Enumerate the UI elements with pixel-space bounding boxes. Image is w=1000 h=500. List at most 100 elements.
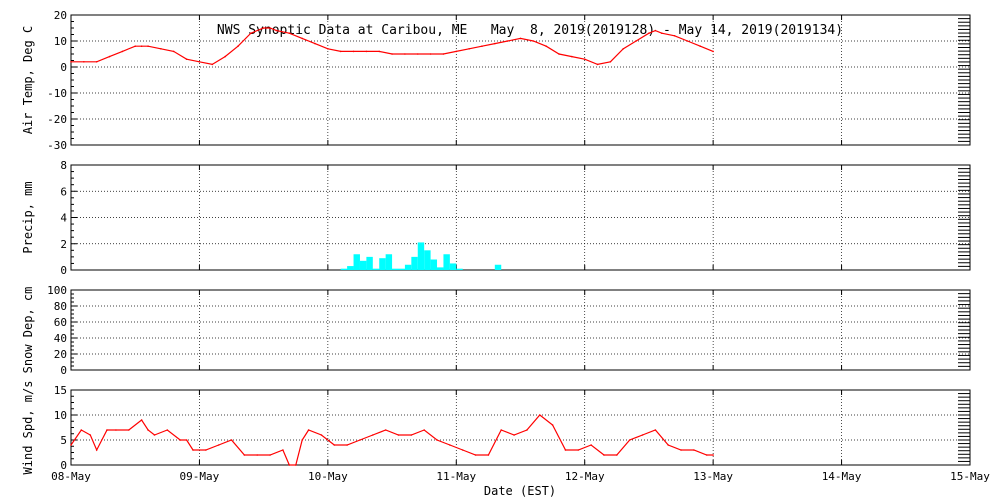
data-point (506, 40, 509, 42)
data-point (205, 449, 207, 451)
data-point (416, 53, 419, 55)
data-point (648, 32, 650, 34)
data-point (269, 27, 271, 29)
y-tick-label: 6 (60, 185, 67, 198)
data-point (346, 444, 348, 446)
x-axis-label: Date (EST) (484, 484, 556, 498)
x-tick-label: 12-May (565, 470, 605, 483)
data-point (423, 429, 425, 431)
precip-bar (404, 264, 412, 270)
data-point (134, 45, 137, 47)
panel-wind_speed: 0 5 10 15 Wind Spd, m/s (21, 381, 971, 474)
y-tick-label: 0 (60, 364, 67, 377)
data-point (147, 429, 149, 431)
y-tick-label: 0 (60, 61, 67, 74)
y-tick-label: 20 (54, 348, 67, 361)
data-point (481, 45, 483, 47)
data-point (230, 439, 233, 441)
precip-bar (379, 258, 386, 270)
data-point (275, 29, 278, 32)
data-point (70, 444, 72, 446)
x-tick-label: 10-May (308, 470, 348, 483)
y-tick-label: 5 (60, 434, 67, 447)
data-point (583, 58, 586, 60)
data-point (282, 449, 284, 451)
data-point (391, 53, 393, 55)
precip-bar (385, 254, 393, 270)
data-point (83, 61, 85, 63)
data-point (410, 434, 413, 436)
data-point (603, 454, 605, 456)
data-point (474, 454, 477, 456)
x-tick-label: 13-May (693, 470, 733, 483)
data-point (712, 454, 714, 456)
data-point (217, 444, 220, 446)
data-point (224, 55, 226, 58)
precip-bar (353, 254, 360, 270)
data-point (686, 40, 689, 42)
x-tick-label: 15-May (950, 470, 990, 483)
precip-bar (443, 254, 450, 270)
data-point (198, 61, 201, 63)
y-tick-label: 2 (60, 238, 67, 251)
data-point (680, 449, 682, 451)
data-point (359, 439, 361, 441)
data-point (699, 45, 702, 47)
data-point (106, 429, 108, 431)
data-point (185, 58, 188, 60)
data-point (301, 37, 303, 40)
data-point (571, 55, 573, 58)
data-point (660, 32, 663, 34)
data-point (712, 50, 714, 53)
precip-bar (340, 268, 348, 270)
data-point (294, 464, 297, 466)
data-point (667, 444, 669, 446)
data-point (455, 50, 458, 53)
data-point (532, 40, 535, 42)
data-point (538, 414, 541, 416)
data-point (590, 444, 592, 446)
panel-snow_depth: 0 20 40 60 80 100 Snow Dep, cm (21, 284, 971, 377)
data-point (320, 434, 323, 436)
y-tick-label: -30 (47, 139, 67, 152)
data-point (333, 444, 336, 446)
precip-bar (456, 268, 463, 270)
y-tick-label: -20 (47, 113, 67, 126)
y-tick-label: -10 (47, 87, 67, 100)
data-point (115, 429, 117, 431)
precip-bar (417, 242, 425, 270)
data-point (635, 40, 637, 42)
precip-bar (347, 266, 354, 270)
data-point (641, 434, 644, 436)
data-point (545, 45, 547, 47)
precip-bar (398, 268, 405, 270)
data-point (487, 454, 490, 456)
data-point (166, 429, 169, 431)
data-point (494, 42, 496, 45)
data-point (654, 29, 657, 32)
data-point (95, 449, 98, 451)
data-point (269, 454, 271, 456)
data-point (147, 45, 149, 47)
precip-bar (449, 263, 457, 270)
y-tick-label: 20 (54, 9, 67, 22)
data-point (153, 434, 156, 436)
y-tick-label: 10 (54, 409, 67, 422)
precip-bar (372, 268, 380, 270)
data-point (314, 42, 316, 45)
data-point (140, 419, 143, 421)
data-point (121, 50, 124, 53)
x-tick-label: 09-May (180, 470, 220, 483)
y-tick-label: 10 (54, 35, 67, 48)
data-point (250, 32, 252, 34)
data-point (673, 35, 676, 37)
data-point (397, 434, 400, 436)
data-point (160, 48, 162, 50)
y-axis-label: Air Temp, Deg C (21, 26, 35, 134)
x-tick-label: 14-May (822, 470, 862, 483)
data-point (262, 27, 265, 29)
y-axis-label: Snow Dep, cm (21, 287, 35, 374)
data-point (70, 61, 72, 63)
data-point (500, 429, 503, 431)
